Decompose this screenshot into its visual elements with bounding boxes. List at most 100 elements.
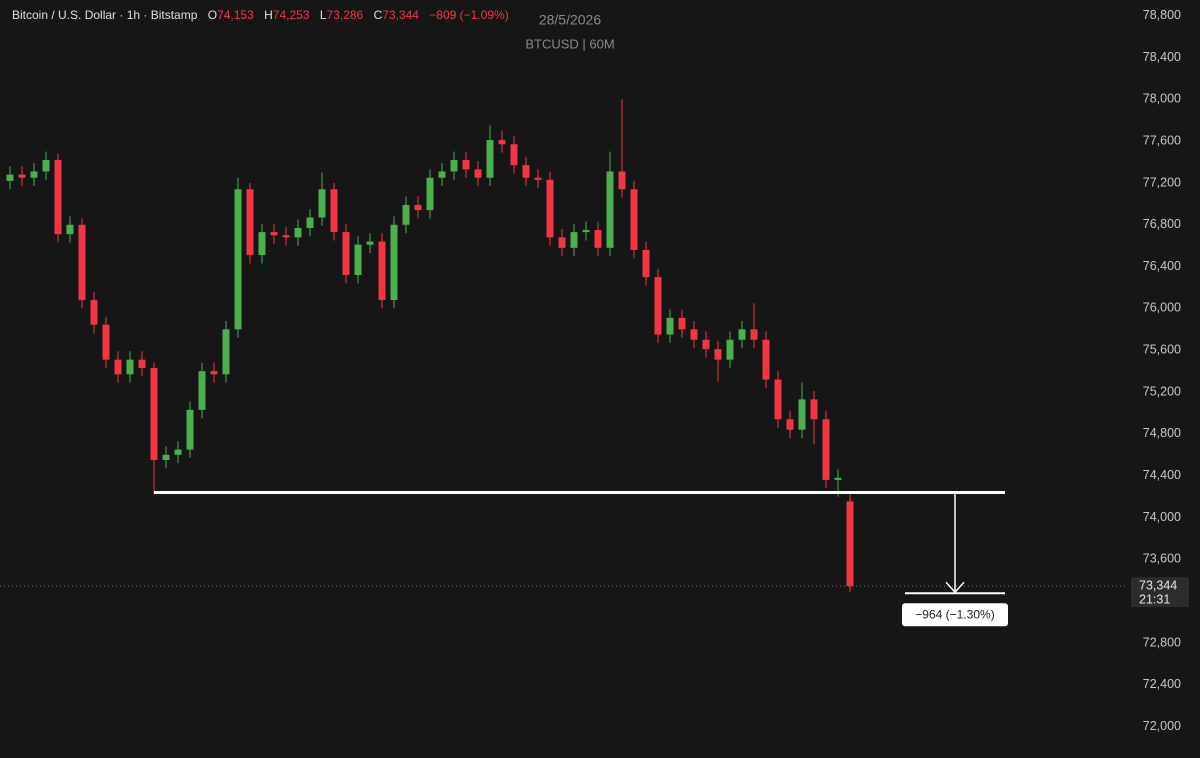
candle-body [114,359,122,375]
candle-body [498,140,506,145]
candle-body [6,174,14,181]
candle-body [786,419,794,430]
y-tick-label: 75,600 [1143,343,1181,357]
y-tick-label: 75,200 [1143,384,1181,398]
candle-body [798,399,806,430]
price-tag-countdown: 21:31 [1139,592,1170,606]
symbol-name: Bitcoin / U.S. Dollar · 1h · Bitstamp [12,8,198,22]
candle-body [162,454,170,461]
candle-body [666,317,674,335]
candle-body [270,232,278,236]
candle-body [18,174,26,178]
candle-body [246,189,254,256]
candle-body [762,339,770,380]
candle-body [438,171,446,178]
ohlc-label: C [373,8,383,22]
candle-body [522,165,530,178]
candle-body [570,232,578,248]
y-tick-label: 78,000 [1143,92,1181,106]
candle-body [450,159,458,172]
candle-body [54,159,62,235]
candle-body [834,477,842,480]
candle-body [678,317,686,330]
ohlc-value: 74,253 [272,8,310,22]
y-tick-label: 74,000 [1143,510,1181,524]
candle-body [822,419,830,480]
ohlc-label: H [264,8,273,22]
candle-body [306,217,314,228]
y-tick-label: 76,800 [1143,217,1181,231]
candle-body [126,359,134,375]
candle-body [690,329,698,340]
price-tag-box [1131,577,1189,608]
candle-body [198,371,206,410]
candle-body [138,359,146,369]
candle-body [702,339,710,350]
candle-body [222,329,230,375]
candle-body [630,189,638,250]
candle-body [582,230,590,233]
candle-body [330,189,338,233]
y-tick-label: 72,800 [1143,635,1181,649]
y-tick-label: 77,200 [1143,175,1181,189]
price-tag-value: 73,344 [1139,578,1177,592]
y-tick-label: 74,400 [1143,468,1181,482]
candle-body [426,177,434,211]
candle-body [738,329,746,340]
y-tick-label: 72,000 [1143,719,1181,733]
candle-body [174,449,182,455]
y-tick-label: 73,600 [1143,552,1181,566]
candle-body [558,237,566,248]
candle-body [846,501,854,587]
candle-body [534,177,542,180]
candle-body [318,189,326,218]
candle-body [102,324,110,360]
candle-body [750,329,758,340]
candle-body [606,171,614,248]
y-tick-label: 76,400 [1143,259,1181,273]
candle-body [282,235,290,238]
chart-subtitle: BTCUSD | 60M [525,36,614,51]
candle-body [774,379,782,420]
ohlc-value: 73,286 [326,8,364,22]
candle-body [474,169,482,178]
y-tick-label: 72,400 [1143,677,1181,691]
arrow-head [945,581,965,594]
candle-body [594,230,602,248]
candle-body [726,339,734,360]
ohlc-label: O [207,8,218,22]
candle-body [66,224,74,235]
chart-title: 28/5/2026 [539,12,601,28]
candle-body [390,224,398,301]
candle-body [810,399,818,420]
candle-body [42,159,50,172]
y-tick-label: 76,000 [1143,301,1181,315]
y-tick-label: 78,800 [1143,8,1181,22]
candle-body [234,189,242,330]
measure-label-box [902,603,1008,627]
y-tick-label: 74,800 [1143,426,1181,440]
candle-body [462,159,470,170]
candle-body [186,409,194,450]
candle-body [414,204,422,211]
candle-body [642,249,650,278]
candle-body [378,241,386,301]
candle-body [258,232,266,256]
candle-body [654,277,662,335]
symbol-header: Bitcoin / U.S. Dollar · 1h · Bitstamp O7… [12,8,509,22]
y-tick-label: 77,600 [1143,133,1181,147]
candle-body [342,232,350,275]
candle-body [294,227,302,238]
candle-body [402,204,410,225]
candle-body [90,300,98,325]
candle-body [354,244,362,275]
candle-body [510,144,518,166]
ohlc-value: 73,344 [382,8,419,22]
candle-body [78,224,86,301]
y-tick-label: 78,400 [1143,50,1181,64]
candle-body [150,368,158,461]
candle-body [714,349,722,360]
ohlc-value: 74,153 [217,8,254,22]
